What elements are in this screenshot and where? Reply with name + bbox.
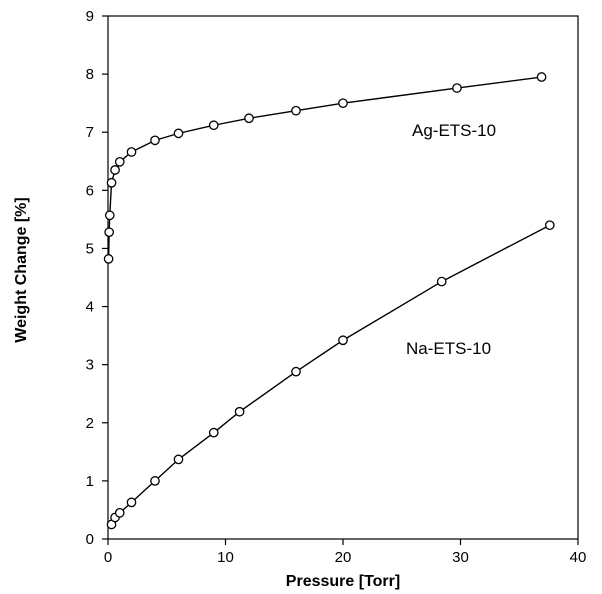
data-point	[436, 276, 447, 287]
x-axis-title: Pressure [Torr]	[286, 573, 400, 590]
x-tick-label: 20	[335, 549, 352, 566]
y-axis-title: Weight Change [%]	[13, 197, 30, 342]
y-tick-label: 9	[86, 8, 94, 25]
y-tick-label: 7	[86, 124, 94, 141]
y-tick-label: 1	[86, 473, 94, 490]
y-tick-label: 2	[86, 415, 94, 432]
y-tick-label: 8	[86, 66, 94, 83]
data-point	[208, 427, 219, 438]
series-label-ag-ets-10: Ag-ETS-10	[412, 121, 496, 140]
data-point	[208, 120, 219, 131]
x-tick-label: 30	[452, 549, 469, 566]
series-na-ets-10	[106, 220, 555, 530]
data-point	[126, 497, 137, 508]
data-point	[173, 454, 184, 465]
data-point	[338, 335, 348, 346]
data-point	[338, 98, 348, 109]
data-point	[114, 507, 125, 518]
series-line-ag-ets-10	[107, 76, 542, 259]
plot-area: 0 10 20 30 40 0 1 2 3 4 5 6 7 8 9	[86, 8, 587, 566]
data-point	[103, 254, 114, 264]
data-point	[106, 177, 117, 188]
x-tick-label: 40	[570, 549, 587, 566]
data-point	[244, 113, 254, 124]
data-point	[544, 220, 555, 231]
series-label-na-ets-10: Na-ETS-10	[406, 339, 491, 358]
data-point	[234, 406, 245, 417]
chart-marks	[103, 72, 555, 530]
y-tick-label: 3	[86, 357, 94, 374]
series-ag-ets-10	[103, 72, 547, 264]
x-tick-label: 10	[217, 549, 234, 566]
data-point	[114, 157, 125, 167]
data-point	[104, 210, 115, 221]
data-point	[536, 72, 547, 82]
data-point	[452, 83, 462, 93]
data-point	[150, 135, 160, 146]
data-point	[291, 366, 301, 377]
data-point	[126, 147, 137, 157]
series-line-na-ets-10	[110, 224, 551, 525]
x-tick-label: 0	[104, 549, 112, 566]
data-point	[110, 165, 120, 175]
data-point	[150, 476, 160, 486]
y-tick-label: 4	[86, 299, 94, 316]
data-point	[291, 105, 301, 116]
y-tick-label: 0	[86, 531, 94, 548]
data-point	[173, 128, 184, 139]
data-point	[104, 227, 115, 238]
y-tick-label: 6	[86, 182, 94, 199]
y-tick-label: 5	[86, 240, 94, 257]
